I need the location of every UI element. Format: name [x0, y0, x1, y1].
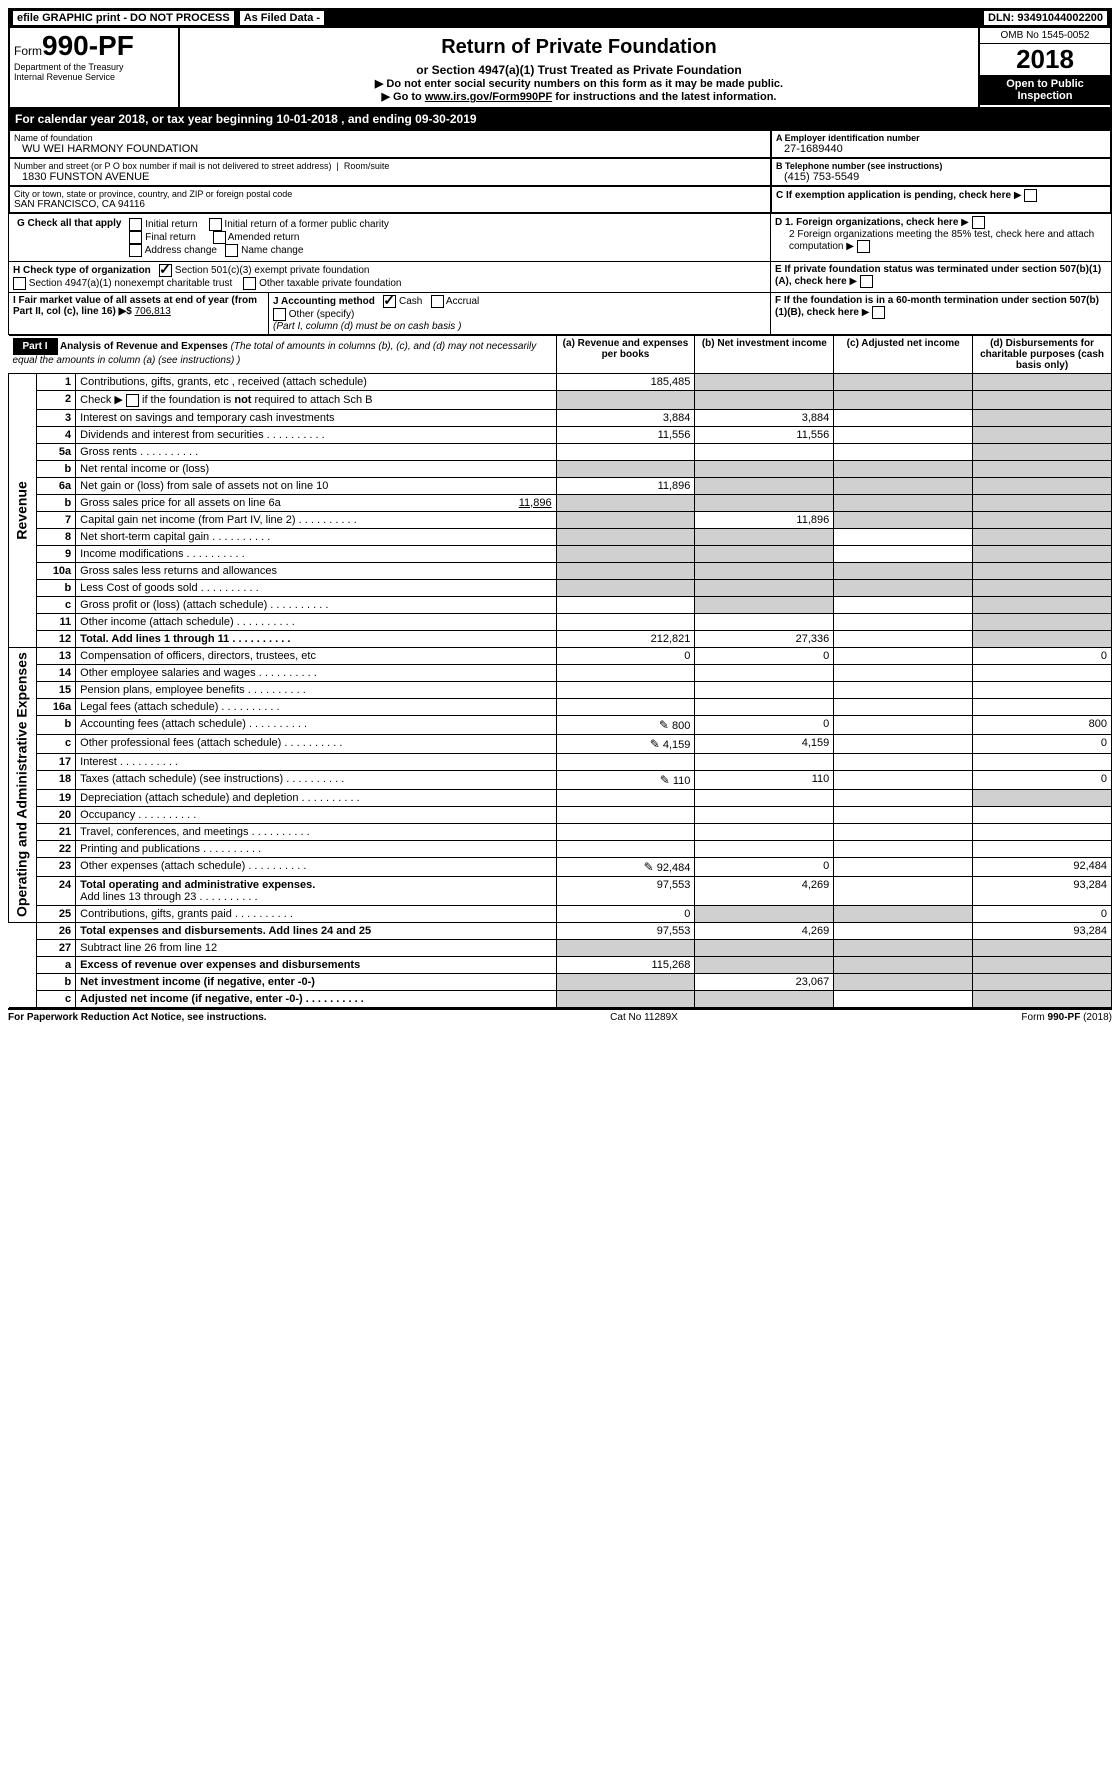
name-label: Name of foundation — [14, 133, 766, 143]
attach-icon[interactable] — [660, 775, 670, 787]
e-checkbox[interactable] — [860, 275, 873, 288]
inspection-badge: Open to Public Inspection — [980, 75, 1110, 105]
part1-title: Analysis of Revenue and Expenses — [60, 341, 228, 352]
ein-label: A Employer identification number — [776, 133, 1106, 143]
form-number: 990-PF — [42, 30, 134, 61]
final-return-checkbox[interactable] — [129, 231, 142, 244]
city-value: SAN FRANCISCO, CA 94116 — [14, 199, 766, 210]
fmv-value: 706,813 — [135, 306, 171, 317]
d2-checkbox[interactable] — [857, 240, 870, 253]
initial-return-checkbox[interactable] — [129, 218, 142, 231]
irs-link[interactable]: www.irs.gov/Form990PF — [425, 91, 552, 103]
accrual-checkbox[interactable] — [431, 295, 444, 308]
address-change-checkbox[interactable] — [129, 244, 142, 257]
part1-table: Part I Analysis of Revenue and Expenses … — [8, 335, 1112, 1008]
form-subtitle: or Section 4947(a)(1) Trust Treated as P… — [184, 63, 974, 77]
top-bar: efile GRAPHIC print - DO NOT PROCESS As … — [8, 8, 1112, 28]
col-d-header: (d) Disbursements for charitable purpose… — [973, 336, 1112, 374]
501c3-checkbox[interactable] — [159, 264, 172, 277]
efile-label: efile GRAPHIC print - DO NOT PROCESS — [12, 10, 235, 26]
omb-number: OMB No 1545-0052 — [980, 28, 1110, 44]
form-warning: ▶ Do not enter social security numbers o… — [184, 77, 974, 90]
footer-left: For Paperwork Reduction Act Notice, see … — [8, 1012, 267, 1023]
city-label: City or town, state or province, country… — [14, 189, 766, 199]
arrow-icon — [961, 217, 969, 228]
footer-right: Form 990-PF (2018) — [1021, 1012, 1112, 1023]
arrow-icon — [849, 276, 857, 287]
exemption-label: C If exemption application is pending, c… — [776, 190, 1011, 201]
address-value: 1830 FUNSTON AVENUE — [14, 171, 766, 183]
initial-former-checkbox[interactable] — [209, 218, 222, 231]
dept-treasury: Department of the Treasury — [14, 62, 174, 72]
col-c-header: (c) Adjusted net income — [834, 336, 973, 374]
arrow-icon — [846, 241, 854, 252]
attach-icon[interactable] — [644, 862, 654, 874]
arrow-icon — [1014, 190, 1022, 201]
d1-checkbox[interactable] — [972, 216, 985, 229]
other-method-checkbox[interactable] — [273, 308, 286, 321]
col-b-header: (b) Net investment income — [695, 336, 834, 374]
ein-value: 27-1689440 — [776, 143, 1106, 155]
exemption-checkbox[interactable] — [1024, 189, 1037, 202]
dept-irs: Internal Revenue Service — [14, 72, 174, 82]
schb-checkbox[interactable] — [126, 394, 139, 407]
amended-return-checkbox[interactable] — [213, 231, 226, 244]
j-label: J Accounting method — [273, 296, 375, 307]
revenue-side-label: Revenue — [9, 374, 37, 648]
room-label: Room/suite — [344, 161, 390, 171]
part1-label: Part I — [13, 338, 58, 355]
expenses-side-label: Operating and Administrative Expenses — [9, 647, 37, 922]
form-title: Return of Private Foundation — [184, 36, 974, 59]
cash-checkbox[interactable] — [383, 295, 396, 308]
attach-icon[interactable] — [650, 739, 660, 751]
phone-label: B Telephone number (see instructions) — [776, 161, 1106, 171]
attach-icon[interactable] — [659, 720, 669, 732]
arrow-icon — [862, 307, 870, 318]
tax-year: 2018 — [980, 44, 1110, 75]
phone-value: (415) 753-5549 — [776, 171, 1106, 183]
asfiled-label: As Filed Data - — [239, 10, 325, 26]
other-taxable-checkbox[interactable] — [243, 277, 256, 290]
name-change-checkbox[interactable] — [225, 244, 238, 257]
calendar-year-line: For calendar year 2018, or tax year begi… — [8, 109, 1112, 130]
foundation-name: WU WEI HARMONY FOUNDATION — [14, 143, 766, 155]
form-header: Form990-PF Department of the Treasury In… — [8, 28, 1112, 109]
dln-label: DLN: 93491044002200 — [983, 10, 1108, 26]
g-label: G Check all that apply — [17, 218, 121, 229]
h-label: H Check type of organization — [13, 265, 151, 276]
col-a-header: (a) Revenue and expenses per books — [556, 336, 695, 374]
f-checkbox[interactable] — [872, 306, 885, 319]
j-note: (Part I, column (d) must be on cash basi… — [273, 321, 461, 332]
footer-center: Cat No 11289X — [610, 1012, 678, 1023]
page-footer: For Paperwork Reduction Act Notice, see … — [8, 1008, 1112, 1023]
4947a1-checkbox[interactable] — [13, 277, 26, 290]
form-prefix: Form — [14, 44, 42, 58]
address-label: Number and street (or P O box number if … — [14, 161, 331, 171]
form-link-line: ▶ Go to www.irs.gov/Form990PF for instru… — [184, 90, 974, 103]
